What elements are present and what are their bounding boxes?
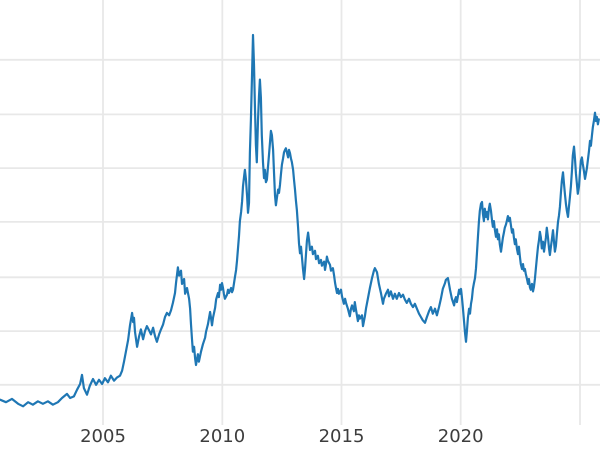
price-line-series xyxy=(0,33,600,408)
gridlines xyxy=(0,0,600,425)
